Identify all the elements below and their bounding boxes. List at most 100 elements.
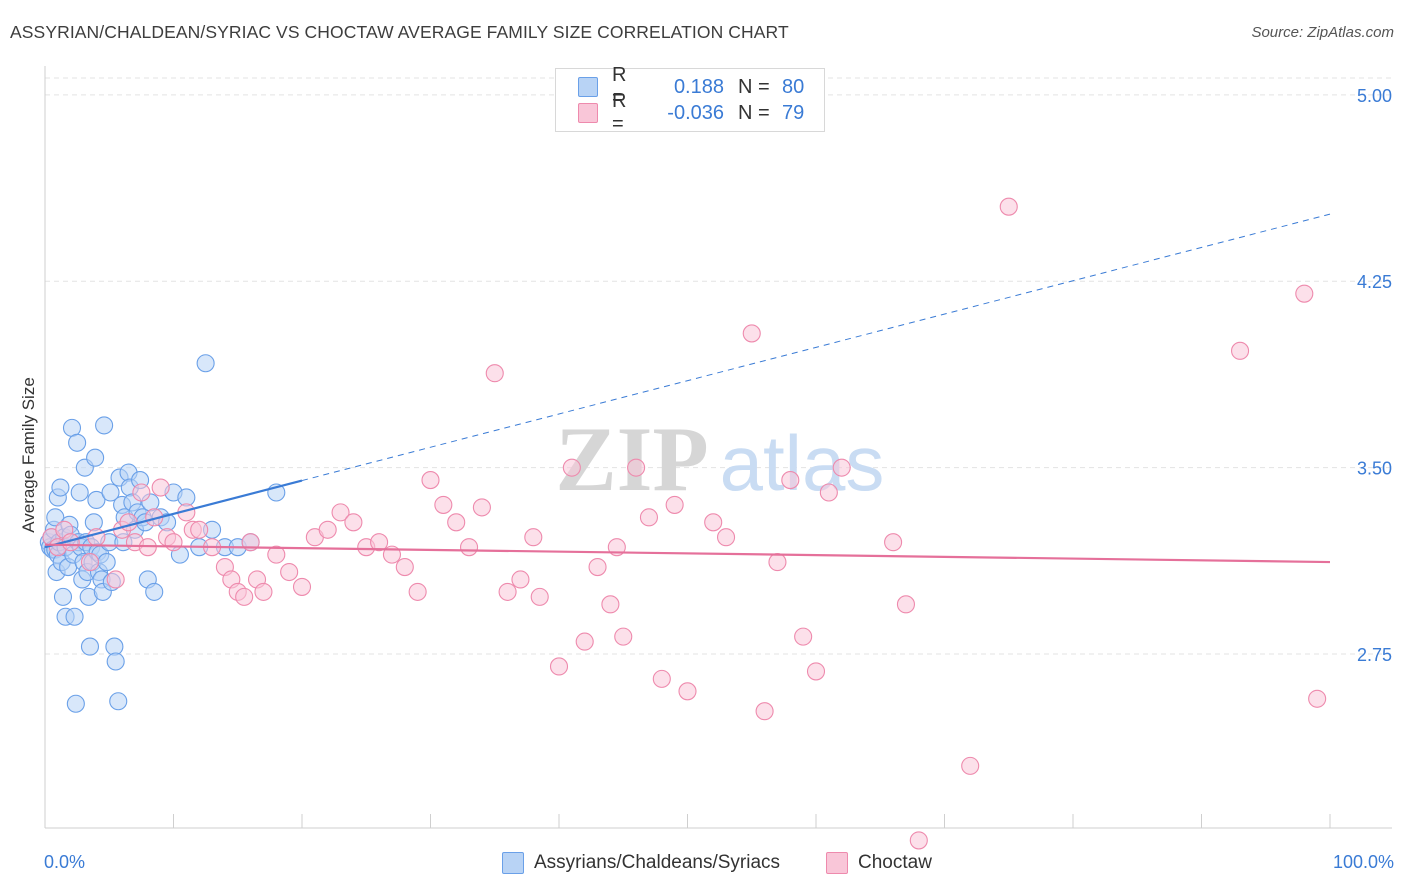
point-choctaw xyxy=(472,498,491,517)
point-choctaw xyxy=(190,520,209,539)
trend-lines xyxy=(44,213,1331,564)
point-assyrians xyxy=(87,490,106,509)
point-choctaw xyxy=(132,483,151,502)
y-tick-label: 5.00 xyxy=(1357,86,1392,106)
point-choctaw xyxy=(459,538,479,557)
point-assyrians xyxy=(86,448,105,467)
point-choctaw xyxy=(832,458,851,477)
x-axis-max-label: 100.0% xyxy=(1332,852,1394,872)
point-choctaw xyxy=(1295,284,1314,303)
legend-item-choctaw[interactable]: Choctaw xyxy=(826,852,932,874)
point-choctaw xyxy=(639,508,659,527)
legend-swatch-pink xyxy=(578,103,598,123)
y-tick-label: 4.25 xyxy=(1357,272,1392,292)
trend-line-choctaw xyxy=(44,543,1331,564)
source-label: Source: ZipAtlas.com xyxy=(1251,24,1394,41)
point-choctaw xyxy=(999,197,1018,216)
watermark-atlas: atlas xyxy=(720,419,885,507)
point-assyrians xyxy=(105,637,124,656)
point-assyrians xyxy=(80,637,100,656)
point-choctaw xyxy=(447,513,466,532)
point-choctaw xyxy=(344,513,363,532)
point-choctaw xyxy=(755,702,774,721)
legend-swatch-pink xyxy=(826,852,848,874)
point-choctaw xyxy=(652,669,671,688)
point-choctaw xyxy=(164,533,183,552)
legend-label: Choctaw xyxy=(858,852,932,873)
point-choctaw xyxy=(884,533,903,552)
point-choctaw xyxy=(151,478,170,497)
x-axis-min-label: 0.0% xyxy=(44,852,86,872)
point-choctaw xyxy=(318,520,337,539)
legend-row-choctaw: R = -0.036 N = 79 xyxy=(578,90,805,135)
r-label: R = xyxy=(612,90,627,135)
point-choctaw xyxy=(961,756,980,775)
point-choctaw xyxy=(819,483,838,502)
point-assyrians xyxy=(196,354,215,373)
point-assyrians xyxy=(70,483,89,502)
point-choctaw xyxy=(267,545,286,564)
point-choctaw xyxy=(1308,689,1327,708)
point-choctaw xyxy=(549,657,569,676)
point-choctaw xyxy=(562,458,581,477)
point-choctaw xyxy=(781,471,800,490)
n-label: N = xyxy=(738,101,770,124)
point-choctaw xyxy=(704,513,723,532)
y-axis-label: Average Family Size xyxy=(19,377,38,533)
point-choctaw xyxy=(588,557,607,577)
point-assyrians xyxy=(68,433,87,452)
r-value: -0.036 xyxy=(667,101,724,124)
point-assyrians xyxy=(84,513,103,532)
data-points xyxy=(39,197,1327,850)
point-choctaw xyxy=(80,553,100,572)
point-assyrians xyxy=(106,652,125,671)
series-legend: Assyrians/Chaldeans/Syriacs Choctaw xyxy=(0,852,1406,878)
point-assyrians xyxy=(95,416,114,435)
grid-lines xyxy=(45,77,1392,655)
point-choctaw xyxy=(716,528,736,547)
point-choctaw xyxy=(665,495,684,514)
point-assyrians xyxy=(97,553,116,572)
y-tick-label: 3.50 xyxy=(1357,459,1392,479)
point-choctaw xyxy=(408,582,427,601)
watermark-zip: ZIP xyxy=(555,408,708,510)
point-choctaw xyxy=(254,582,273,601)
point-choctaw xyxy=(280,562,299,582)
point-choctaw xyxy=(614,627,633,646)
legend-item-assyrians[interactable]: Assyrians/Chaldeans/Syriacs xyxy=(502,852,780,874)
point-choctaw xyxy=(794,627,813,646)
point-assyrians xyxy=(65,607,84,626)
point-choctaw xyxy=(1231,341,1250,360)
legend-row-assyrians: R = 0.188 N = 80 xyxy=(578,64,805,109)
point-choctaw xyxy=(434,495,453,514)
y-tick-label: 2.75 xyxy=(1357,645,1392,665)
n-value: 80 xyxy=(782,75,805,98)
point-choctaw xyxy=(742,324,761,343)
point-assyrians xyxy=(46,508,65,527)
point-choctaw xyxy=(678,682,697,701)
point-choctaw xyxy=(498,582,517,601)
chart-title: ASSYRIAN/CHALDEAN/SYRIAC VS CHOCTAW AVER… xyxy=(10,22,789,42)
point-choctaw xyxy=(331,503,350,522)
point-assyrians xyxy=(101,483,120,502)
point-choctaw xyxy=(601,595,620,614)
legend-swatch-blue xyxy=(502,852,524,874)
y-tick-labels: 2.75 3.50 4.25 5.00 xyxy=(1357,86,1392,665)
point-choctaw xyxy=(485,364,504,383)
point-choctaw xyxy=(119,513,138,532)
n-label: N = xyxy=(738,75,770,98)
legend-swatch-blue xyxy=(578,77,598,97)
point-choctaw xyxy=(511,570,530,589)
point-choctaw xyxy=(292,577,312,596)
point-assyrians xyxy=(51,478,70,497)
point-assyrians xyxy=(145,582,164,601)
point-choctaw xyxy=(370,533,389,552)
point-choctaw xyxy=(768,553,787,572)
point-choctaw xyxy=(106,570,125,589)
point-assyrians xyxy=(109,692,128,711)
watermark: ZIP atlas xyxy=(555,408,884,510)
n-value: 79 xyxy=(782,101,805,124)
point-choctaw xyxy=(575,632,594,651)
correlation-legend: R = 0.188 N = 80 R = -0.036 N = 79 xyxy=(555,64,825,135)
